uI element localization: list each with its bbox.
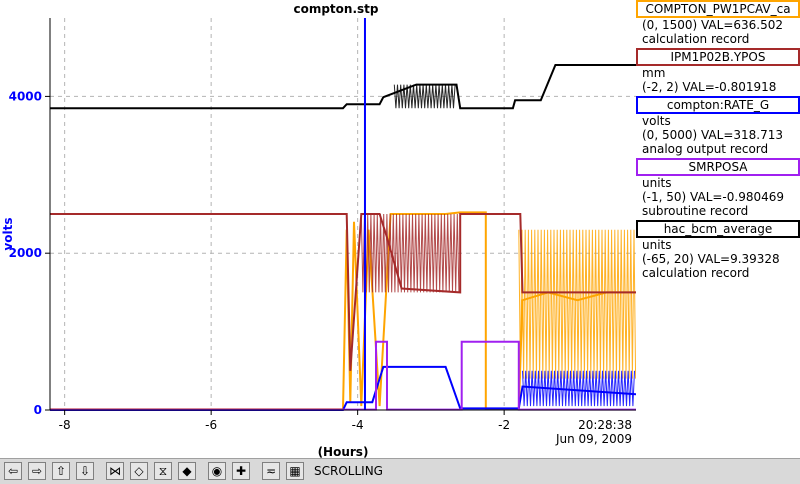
- status-label: SCROLLING: [314, 464, 383, 478]
- legend-entry-name[interactable]: compton:RATE_G: [636, 96, 800, 114]
- series-noise-compton-rate-g: [522, 370, 635, 407]
- legend-entry-name[interactable]: hac_bcm_average: [636, 220, 800, 238]
- zoom-out-y-button[interactable]: ◆: [178, 462, 196, 480]
- zoom-in-y-button[interactable]: ⧖: [154, 462, 172, 480]
- legend-entry-detail: (0, 1500) VAL=636.502: [642, 18, 783, 32]
- date-label: Jun 09, 2009: [555, 432, 632, 446]
- legend-entry[interactable]: IPM1P02B.YPOS mm (-2, 2) VAL=-0.801918: [636, 48, 800, 94]
- legend-entry[interactable]: hac_bcm_average units (-65, 20) VAL=9.3932…: [636, 220, 800, 280]
- pan-down-button[interactable]: ⇩: [76, 462, 94, 480]
- zoom-in-x-button[interactable]: ⋈: [106, 462, 124, 480]
- x-tick-label: -6: [205, 418, 217, 432]
- legend-entry-name[interactable]: SMRPOSA: [636, 158, 800, 176]
- legend-entry[interactable]: SMRPOSA units (-1, 50) VAL=-0.980469 subrou…: [636, 158, 800, 218]
- series-noise-compton-pw1pcav-ca: [518, 229, 636, 379]
- ticks: -8 -6 -4 -2 0 2000 4000: [9, 89, 511, 432]
- pan-right-button[interactable]: ⇨: [28, 462, 46, 480]
- y-tick-label: 4000: [9, 89, 42, 103]
- y-tick-label: 0: [34, 403, 42, 417]
- print-button[interactable]: ▦: [286, 462, 304, 480]
- zoom-out-x-button[interactable]: ◇: [130, 462, 148, 480]
- legend: COMPTON_PW1PCAV_ca (0, 1500) VAL=636.502 c…: [636, 0, 800, 282]
- legend-entry-detail: (0, 5000) VAL=318.713: [642, 128, 783, 142]
- x-tick-label: -2: [498, 418, 510, 432]
- y-axis-label: volts: [1, 217, 15, 250]
- toolbar: ⇦ ⇨ ⇧ ⇩ ⋈ ◇ ⧖ ◆ ◉ ✚ ≂ ▦ SCROLLING: [0, 458, 800, 484]
- legend-entry-detail: mm: [642, 66, 666, 80]
- legend-entry[interactable]: compton:RATE_G volts (0, 5000) VAL=318.713…: [636, 96, 800, 156]
- legend-entry-detail: subroutine record: [642, 204, 749, 218]
- legend-entry[interactable]: COMPTON_PW1PCAV_ca (0, 1500) VAL=636.502 c…: [636, 0, 800, 46]
- legend-entry-detail: units: [642, 176, 672, 190]
- chart-title: compton.stp: [293, 2, 378, 16]
- x-axis-label: (Hours): [318, 445, 369, 458]
- add-cursor-button[interactable]: ✚: [232, 462, 250, 480]
- x-tick-label: -8: [59, 418, 71, 432]
- timestamp-label: 20:28:38: [578, 418, 632, 432]
- legend-entry-name[interactable]: IPM1P02B.YPOS: [636, 48, 800, 66]
- legend-entry-detail: volts: [642, 114, 671, 128]
- legend-entry-detail: (-1, 50) VAL=-0.980469: [642, 190, 785, 204]
- series-line-hac-bcm-average: [50, 64, 636, 110]
- legend-entry-detail: (-2, 2) VAL=-0.801918: [642, 80, 777, 94]
- pan-left-button[interactable]: ⇦: [4, 462, 22, 480]
- auto-scale-button[interactable]: ◉: [208, 462, 226, 480]
- legend-entry-detail: calculation record: [642, 266, 750, 280]
- chart: -8 -6 -4 -2 0 2000 4000 compton.stp volts (Hou…: [1, 2, 636, 458]
- series-noise-hac-bcm-average: [393, 84, 456, 109]
- legend-entry-detail: analog output record: [642, 142, 769, 156]
- legend-entry-detail: units: [642, 238, 672, 252]
- legend-entry-name[interactable]: COMPTON_PW1PCAV_ca: [636, 0, 800, 18]
- series-noise-ipm1p02b-ypos: [360, 213, 460, 293]
- x-tick-label: -4: [352, 418, 364, 432]
- legend-entry-detail: calculation record: [642, 32, 750, 46]
- series-line-compton-rate-g: [50, 365, 636, 411]
- pan-up-button[interactable]: ⇧: [52, 462, 70, 480]
- y-tick-label: 2000: [9, 246, 42, 260]
- config-button[interactable]: ≂: [262, 462, 280, 480]
- series-line-ipm1p02b-ypos: [50, 213, 636, 371]
- legend-entry-detail: (-65, 20) VAL=9.39328: [642, 252, 780, 266]
